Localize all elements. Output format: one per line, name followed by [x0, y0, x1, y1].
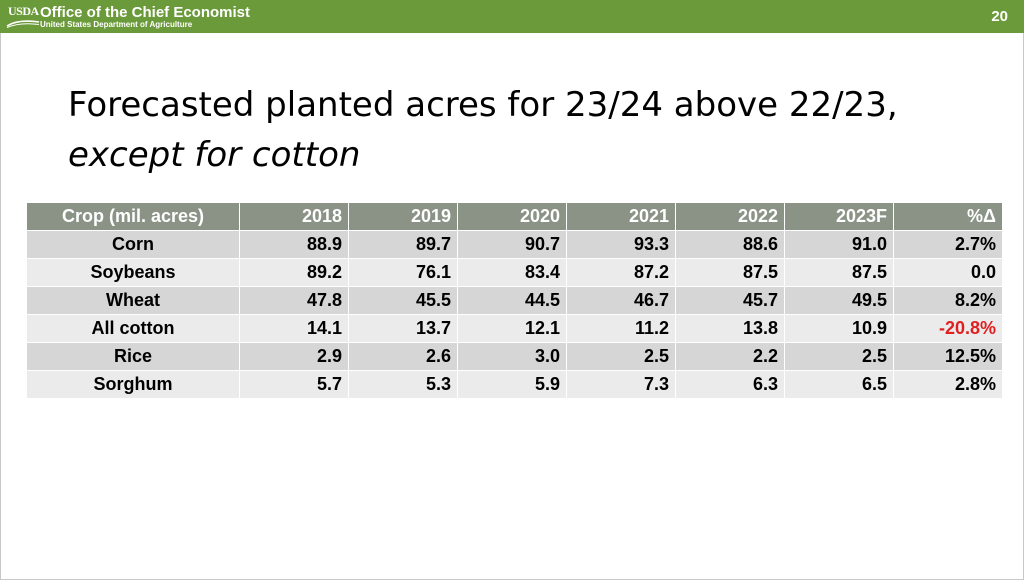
pct-change-cell: 12.5% — [894, 343, 1002, 370]
cell-value: 45.5 — [349, 287, 457, 314]
col-header-pct-change: %Δ — [894, 203, 1002, 230]
cell-value: 89.7 — [349, 231, 457, 258]
cell-value: 11.2 — [567, 315, 675, 342]
cell-value: 2.5 — [567, 343, 675, 370]
slide-title: Forecasted planted acres for 23/24 above… — [68, 80, 898, 180]
col-header-2022: 2022 — [676, 203, 784, 230]
title-line-2: except for cotton — [68, 135, 361, 175]
cell-value: 14.1 — [240, 315, 348, 342]
cell-value: 90.7 — [458, 231, 566, 258]
cell-value: 2.5 — [785, 343, 893, 370]
swoosh-icon — [6, 20, 40, 28]
cell-value: 12.1 — [458, 315, 566, 342]
page-number: 20 — [991, 8, 1008, 25]
pct-change-cell: 8.2% — [894, 287, 1002, 314]
cell-value: 76.1 — [349, 259, 457, 286]
cell-value: 47.8 — [240, 287, 348, 314]
crop-name: Sorghum — [27, 371, 239, 398]
table-row: Soybeans 89.2 76.1 83.4 87.2 87.5 87.5 0… — [27, 259, 1002, 286]
crop-name: All cotton — [27, 315, 239, 342]
cell-value: 6.5 — [785, 371, 893, 398]
cell-value: 88.9 — [240, 231, 348, 258]
cell-value: 5.7 — [240, 371, 348, 398]
pct-change-cell: 2.8% — [894, 371, 1002, 398]
cell-value: 46.7 — [567, 287, 675, 314]
cell-value: 49.5 — [785, 287, 893, 314]
usda-logo: USDA — [4, 2, 40, 30]
cell-value: 6.3 — [676, 371, 784, 398]
cell-value: 88.6 — [676, 231, 784, 258]
col-header-2018: 2018 — [240, 203, 348, 230]
cell-value: 13.8 — [676, 315, 784, 342]
cell-value: 44.5 — [458, 287, 566, 314]
cell-value: 87.2 — [567, 259, 675, 286]
crop-name: Corn — [27, 231, 239, 258]
cell-value: 7.3 — [567, 371, 675, 398]
crop-name: Wheat — [27, 287, 239, 314]
table-row: Corn 88.9 89.7 90.7 93.3 88.6 91.0 2.7% — [27, 231, 1002, 258]
cell-value: 5.9 — [458, 371, 566, 398]
cell-value: 87.5 — [785, 259, 893, 286]
pct-change-cell: 2.7% — [894, 231, 1002, 258]
cell-value: 2.2 — [676, 343, 784, 370]
cell-value: 87.5 — [676, 259, 784, 286]
cell-value: 93.3 — [567, 231, 675, 258]
col-header-2019: 2019 — [349, 203, 457, 230]
cell-value: 3.0 — [458, 343, 566, 370]
col-header-2020: 2020 — [458, 203, 566, 230]
table-row: Wheat 47.8 45.5 44.5 46.7 45.7 49.5 8.2% — [27, 287, 1002, 314]
table-row: Sorghum 5.7 5.3 5.9 7.3 6.3 6.5 2.8% — [27, 371, 1002, 398]
cell-value: 5.3 — [349, 371, 457, 398]
pct-change-cell: 0.0 — [894, 259, 1002, 286]
cell-value: 13.7 — [349, 315, 457, 342]
header-bar: USDA Office of the Chief Economist Unite… — [0, 0, 1024, 33]
cell-value: 2.9 — [240, 343, 348, 370]
col-header-2021: 2021 — [567, 203, 675, 230]
title-line-1: Forecasted planted acres for 23/24 above… — [68, 85, 898, 125]
col-header-crop: Crop (mil. acres) — [27, 203, 239, 230]
cell-value: 89.2 — [240, 259, 348, 286]
cell-value: 91.0 — [785, 231, 893, 258]
cell-value: 83.4 — [458, 259, 566, 286]
col-header-2023f: 2023F — [785, 203, 893, 230]
table-row: Rice 2.9 2.6 3.0 2.5 2.2 2.5 12.5% — [27, 343, 1002, 370]
table-header-row: Crop (mil. acres) 2018 2019 2020 2021 20… — [27, 203, 1002, 230]
table-row: All cotton 14.1 13.7 12.1 11.2 13.8 10.9… — [27, 315, 1002, 342]
pct-change-cell-negative: -20.8% — [894, 315, 1002, 342]
cell-value: 10.9 — [785, 315, 893, 342]
dept-name: United States Department of Agriculture — [40, 20, 193, 29]
org-name: Office of the Chief Economist — [40, 4, 251, 21]
usda-logo-text: USDA — [8, 4, 39, 18]
crop-name: Rice — [27, 343, 239, 370]
crop-name: Soybeans — [27, 259, 239, 286]
cell-value: 45.7 — [676, 287, 784, 314]
planted-acres-table: Crop (mil. acres) 2018 2019 2020 2021 20… — [26, 202, 1003, 399]
cell-value: 2.6 — [349, 343, 457, 370]
